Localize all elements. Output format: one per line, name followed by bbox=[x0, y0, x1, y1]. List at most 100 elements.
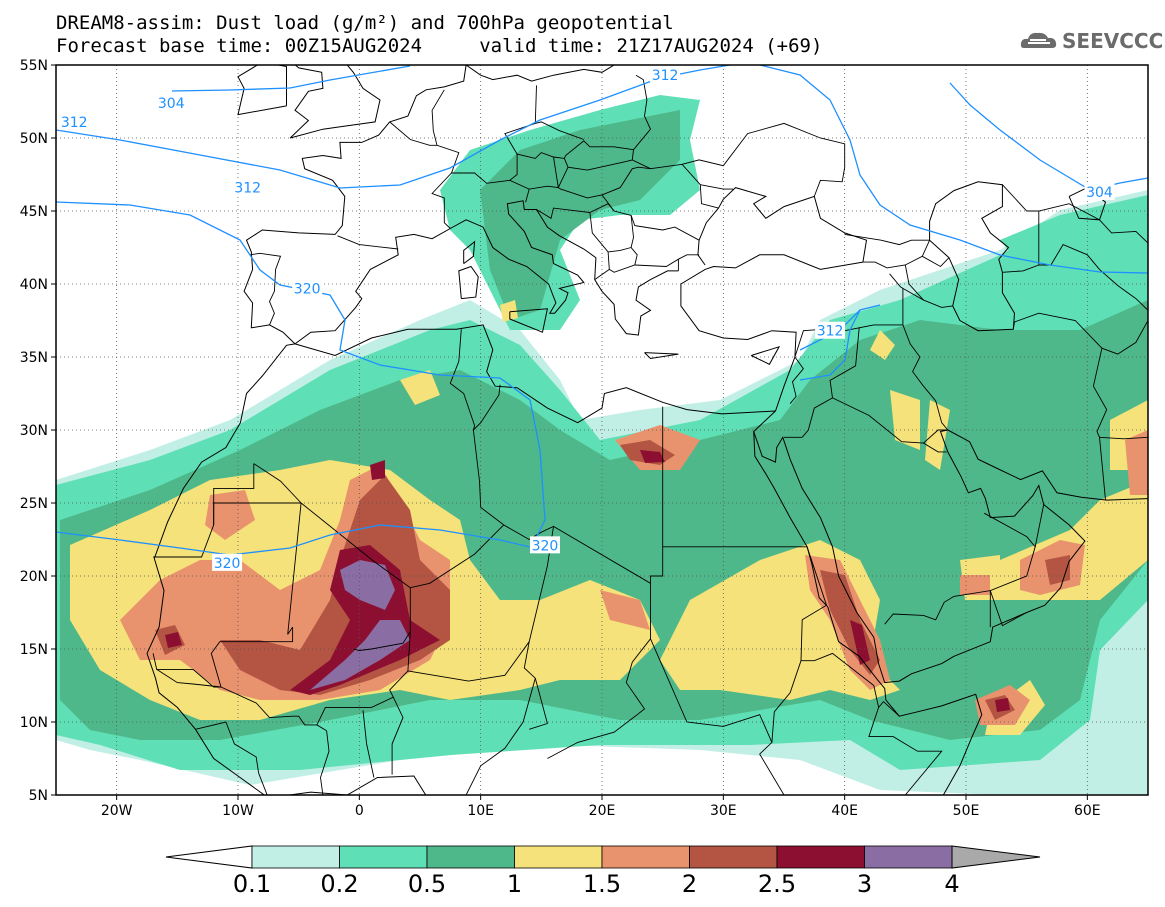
coastline bbox=[290, 65, 381, 139]
country-border bbox=[287, 502, 302, 635]
colorbar-level-label: 3 bbox=[856, 870, 873, 898]
x-tick-label: 10E bbox=[467, 803, 494, 819]
country-border bbox=[844, 233, 930, 246]
country-border bbox=[922, 255, 950, 268]
dust-region bbox=[500, 300, 518, 322]
country-border bbox=[700, 184, 733, 190]
country-border bbox=[250, 252, 282, 326]
x-tick-label: 60E bbox=[1074, 803, 1101, 819]
contour-label: 320 bbox=[294, 281, 321, 297]
country-border bbox=[873, 685, 900, 717]
country-border bbox=[771, 660, 802, 743]
colorbar-under-triangle bbox=[165, 845, 253, 869]
dust-region bbox=[340, 560, 395, 610]
coastline bbox=[680, 254, 863, 412]
country-border bbox=[534, 85, 537, 124]
coastline bbox=[1068, 187, 1107, 221]
country-border bbox=[509, 154, 518, 181]
country-border bbox=[609, 258, 679, 273]
country-border bbox=[431, 172, 530, 229]
country-border bbox=[589, 203, 615, 213]
colorbar-swatch bbox=[514, 845, 603, 869]
dust-region bbox=[165, 632, 182, 648]
dust-region bbox=[995, 698, 1010, 712]
coastline bbox=[929, 181, 1016, 332]
country-border bbox=[407, 641, 530, 682]
colorbar-level-label: 1.5 bbox=[582, 870, 622, 898]
dust-region bbox=[960, 575, 990, 595]
country-border bbox=[678, 254, 700, 260]
country-border bbox=[316, 631, 411, 732]
colorbar-swatch bbox=[251, 845, 340, 869]
contour-label: 304 bbox=[158, 96, 185, 112]
country-border bbox=[902, 324, 949, 431]
contour-label: 312 bbox=[817, 324, 844, 340]
y-tick-label: 40N bbox=[20, 277, 48, 293]
axis-ticks: 20W 10W 0 10E 20E 30E 40E 50E 60E 55N 50N 45N 40N 35N… bbox=[20, 58, 1101, 819]
country-border bbox=[1099, 436, 1148, 440]
country-border bbox=[152, 653, 221, 688]
colorbar-swatch bbox=[864, 845, 953, 869]
contour-label-bg bbox=[59, 112, 90, 130]
country-border bbox=[650, 638, 785, 795]
contour-label-bg bbox=[292, 279, 323, 297]
country-border bbox=[389, 121, 437, 146]
country-border bbox=[391, 697, 404, 775]
contour-label: 320 bbox=[532, 538, 559, 554]
country-border bbox=[1002, 184, 1148, 244]
x-tick-label: 40E bbox=[831, 803, 858, 819]
coastline bbox=[947, 429, 1148, 501]
y-tick-label: 10N bbox=[20, 715, 48, 731]
country-border bbox=[523, 526, 554, 730]
country-border bbox=[868, 707, 943, 795]
country-border bbox=[983, 512, 1036, 627]
country-border bbox=[547, 583, 651, 759]
y-tick-label: 55N bbox=[20, 58, 48, 74]
country-border bbox=[337, 235, 399, 250]
colorbar-over-triangle bbox=[951, 845, 1041, 869]
dust-load-shading bbox=[56, 95, 1148, 795]
dust-region bbox=[925, 400, 950, 470]
y-tick-label: 20N bbox=[20, 569, 48, 585]
colorbar-level-label: 0.1 bbox=[232, 870, 272, 898]
country-border bbox=[195, 721, 260, 774]
dust-region bbox=[870, 330, 895, 360]
coastline bbox=[750, 345, 781, 365]
geopotential-contour-labels: 304 312 312 312 320 320 320 312 304 bbox=[59, 66, 1115, 572]
colorbar-swatch bbox=[426, 845, 515, 869]
country-border bbox=[801, 273, 904, 438]
geopotential-contour bbox=[56, 201, 546, 551]
country-border bbox=[1002, 264, 1039, 273]
country-border bbox=[681, 122, 846, 197]
coastline bbox=[146, 343, 296, 654]
coastline bbox=[289, 65, 324, 139]
contour-label-bg bbox=[1084, 183, 1115, 201]
country-border bbox=[1034, 504, 1045, 547]
country-border bbox=[465, 678, 536, 795]
country-border bbox=[1101, 320, 1148, 355]
geopotential-contour bbox=[56, 524, 531, 556]
colorbar-level-label: 1 bbox=[506, 870, 523, 898]
coastline bbox=[697, 187, 868, 266]
coastline bbox=[509, 308, 549, 333]
contour-label: 312 bbox=[652, 68, 679, 84]
country-border bbox=[362, 710, 375, 778]
country-border bbox=[557, 167, 603, 199]
country-border bbox=[210, 627, 294, 688]
geopotential-contour bbox=[949, 82, 1148, 191]
coastline bbox=[753, 431, 983, 795]
contour-label: 304 bbox=[1086, 185, 1113, 201]
dust-region bbox=[310, 620, 410, 690]
dust-region bbox=[640, 450, 665, 463]
country-border bbox=[608, 247, 632, 253]
country-border bbox=[832, 397, 947, 453]
country-border bbox=[220, 686, 317, 726]
dust-region bbox=[370, 460, 385, 480]
y-tick-label: 15N bbox=[20, 642, 48, 658]
country-border bbox=[536, 207, 610, 280]
contour-label-bg bbox=[156, 93, 187, 111]
country-border bbox=[1012, 312, 1108, 501]
x-tick-label: 30E bbox=[710, 803, 737, 819]
contour-label: 312 bbox=[61, 115, 88, 131]
country-border bbox=[553, 156, 559, 188]
